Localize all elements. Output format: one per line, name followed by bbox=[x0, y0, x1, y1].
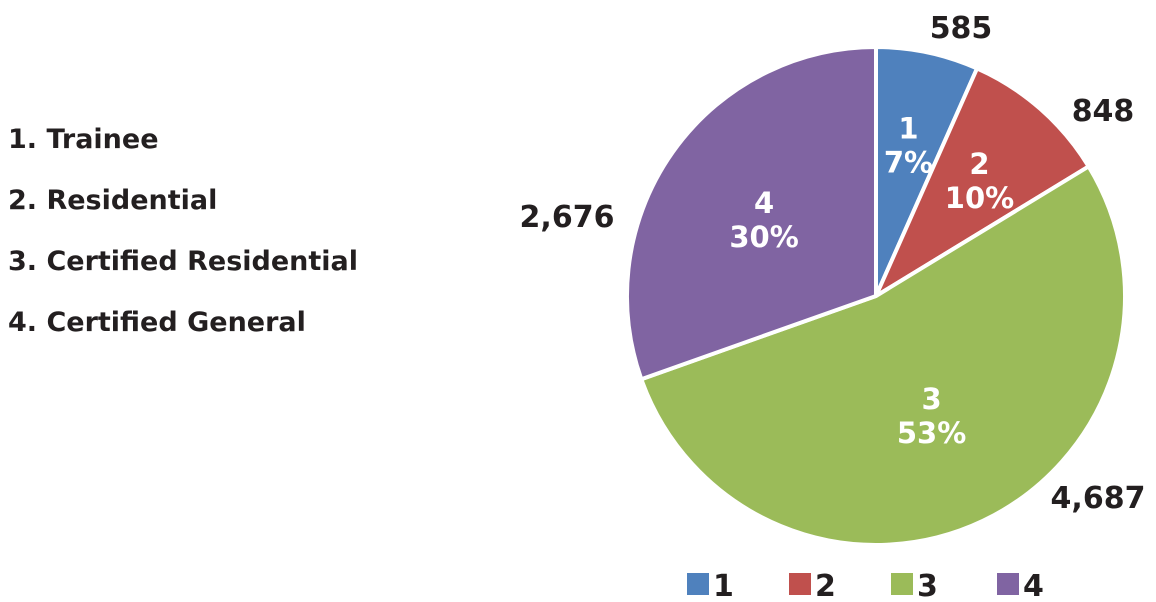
pie-slice-3 bbox=[639, 164, 1127, 547]
category-list: 1. Trainee 2. Residential 3. Certified R… bbox=[8, 118, 358, 362]
legend-label-1: 1 bbox=[713, 569, 734, 602]
slice-number-label-1: 1 bbox=[898, 112, 918, 146]
legend-label-2: 2 bbox=[815, 569, 836, 602]
legend-swatch-1 bbox=[687, 573, 709, 595]
slice-value-label-4: 2,676 bbox=[520, 200, 615, 235]
slice-number-label-2: 2 bbox=[969, 147, 989, 181]
category-item-certified-general: 4. Certified General bbox=[8, 307, 306, 338]
pie-slice-4 bbox=[625, 45, 878, 382]
slice-percent-label-2: 10% bbox=[945, 181, 1014, 215]
slice-percent-label-1: 7% bbox=[884, 146, 933, 180]
legend-label-3: 3 bbox=[917, 569, 938, 602]
legend-label-4: 4 bbox=[1023, 569, 1044, 602]
slice-percent-label-4: 30% bbox=[729, 220, 798, 254]
slice-percent-label-3: 53% bbox=[897, 416, 966, 450]
slice-value-label-3: 4,687 bbox=[1051, 481, 1146, 516]
category-item-residential: 2. Residential bbox=[8, 185, 218, 216]
category-item-trainee: 1. Trainee bbox=[8, 124, 159, 155]
pie-slice-2 bbox=[874, 66, 1091, 298]
legend-swatch-4 bbox=[997, 573, 1019, 595]
category-item-certified-residential: 3. Certified Residential bbox=[8, 246, 359, 277]
slice-value-label-2: 848 bbox=[1072, 94, 1135, 129]
slice-number-label-3: 3 bbox=[922, 382, 942, 416]
legend-swatch-3 bbox=[891, 573, 913, 595]
slice-number-label-4: 4 bbox=[754, 186, 774, 220]
slice-value-label-1: 585 bbox=[930, 11, 993, 46]
legend-swatch-2 bbox=[789, 573, 811, 595]
